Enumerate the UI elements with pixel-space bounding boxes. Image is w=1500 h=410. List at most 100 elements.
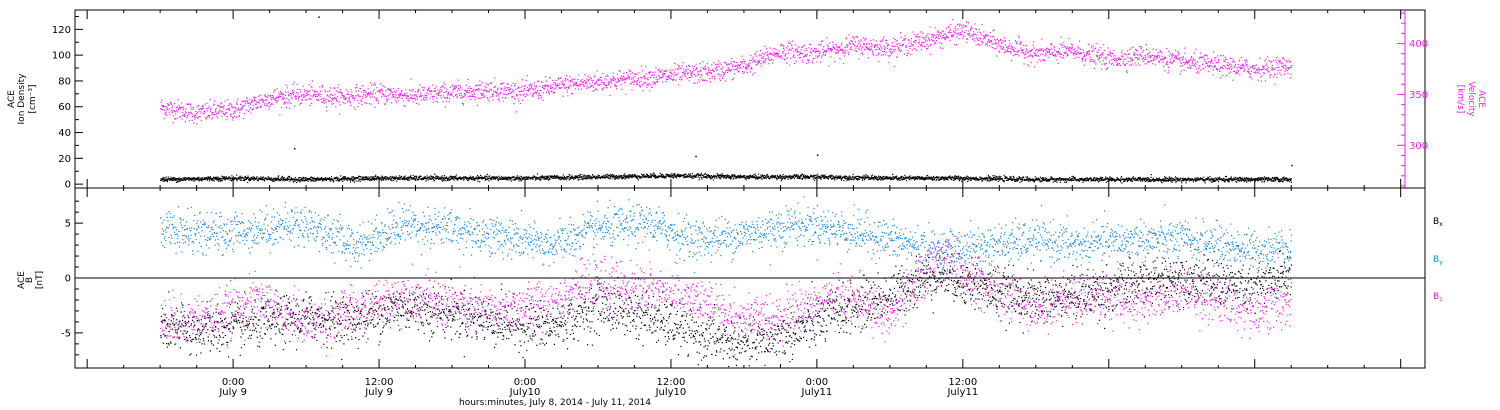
data-point	[644, 82, 646, 84]
data-point	[1271, 64, 1273, 66]
data-point	[724, 62, 726, 64]
data-point	[661, 76, 663, 78]
data-point	[509, 90, 511, 92]
data-point	[442, 180, 444, 182]
data-point	[486, 97, 488, 99]
data-point	[350, 94, 352, 96]
data-point	[406, 92, 408, 94]
data-point	[1206, 63, 1208, 65]
data-point	[265, 99, 267, 101]
data-point	[1074, 48, 1076, 50]
data-point	[573, 178, 575, 180]
data-point	[981, 43, 983, 45]
data-point	[1252, 65, 1254, 67]
data-point	[1012, 55, 1014, 57]
data-point	[326, 94, 328, 96]
data-point	[947, 37, 949, 39]
data-point	[599, 76, 601, 78]
data-point	[366, 178, 368, 180]
data-point	[538, 176, 540, 178]
data-point	[577, 175, 580, 177]
data-point	[490, 82, 492, 84]
data-point	[437, 92, 439, 94]
data-point	[1087, 51, 1089, 53]
data-point	[344, 96, 346, 98]
data-point	[827, 47, 829, 49]
data-point	[207, 178, 209, 180]
data-point	[393, 90, 395, 92]
data-point	[786, 57, 788, 59]
data-point	[186, 103, 188, 105]
data-point	[1226, 75, 1228, 77]
data-point	[170, 103, 172, 105]
data-point	[645, 73, 647, 75]
data-point	[732, 78, 735, 80]
data-point	[587, 174, 590, 176]
data-point	[244, 179, 246, 181]
data-point	[526, 87, 529, 89]
data-point	[1132, 46, 1134, 48]
data-point	[487, 91, 489, 93]
data-point	[1045, 48, 1048, 50]
data-point	[475, 97, 477, 99]
data-point	[1277, 66, 1279, 68]
data-point	[716, 66, 718, 68]
data-point	[537, 80, 539, 82]
data-point	[551, 87, 553, 90]
data-point	[428, 177, 430, 179]
data-point	[793, 51, 795, 53]
data-point	[661, 77, 663, 79]
data-point	[264, 180, 266, 182]
data-point	[870, 39, 872, 42]
data-point	[733, 73, 736, 75]
data-point	[673, 71, 675, 73]
data-point	[841, 49, 844, 51]
data-point	[565, 86, 567, 88]
data-point	[370, 176, 372, 178]
data-point	[357, 106, 359, 108]
data-point	[754, 72, 756, 74]
data-point	[216, 115, 218, 117]
data-point	[1084, 60, 1086, 62]
data-point	[252, 176, 254, 178]
data-point	[277, 99, 279, 101]
data-point	[1074, 53, 1076, 55]
data-point	[970, 25, 972, 27]
data-point	[423, 176, 425, 178]
data-point	[739, 64, 741, 67]
data-point	[1062, 55, 1065, 57]
data-point	[318, 92, 320, 94]
data-point	[224, 177, 226, 179]
data-point	[486, 91, 488, 93]
data-point	[877, 44, 879, 46]
data-point	[957, 23, 959, 25]
data-point	[498, 95, 500, 97]
data-point	[311, 89, 313, 91]
data-point	[764, 59, 767, 61]
data-point	[259, 99, 262, 101]
data-point	[196, 106, 198, 108]
data-point	[882, 50, 884, 53]
data-point	[565, 179, 567, 181]
data-point	[810, 52, 813, 54]
data-point	[402, 100, 405, 102]
data-point	[582, 84, 584, 86]
data-point	[1016, 42, 1018, 44]
data-point	[897, 45, 899, 48]
data-point	[377, 100, 379, 102]
data-point	[744, 60, 746, 62]
data-point	[332, 95, 334, 97]
data-point	[623, 72, 625, 74]
data-point	[1109, 62, 1111, 64]
data-point	[239, 111, 241, 113]
data-point	[592, 90, 594, 92]
data-point	[226, 112, 228, 114]
data-point	[623, 173, 625, 175]
data-point	[1063, 51, 1065, 54]
data-point	[244, 100, 246, 102]
data-point	[314, 180, 316, 182]
data-point	[834, 52, 836, 54]
data-point	[313, 90, 315, 92]
data-point	[189, 104, 191, 106]
data-point	[1230, 66, 1232, 68]
